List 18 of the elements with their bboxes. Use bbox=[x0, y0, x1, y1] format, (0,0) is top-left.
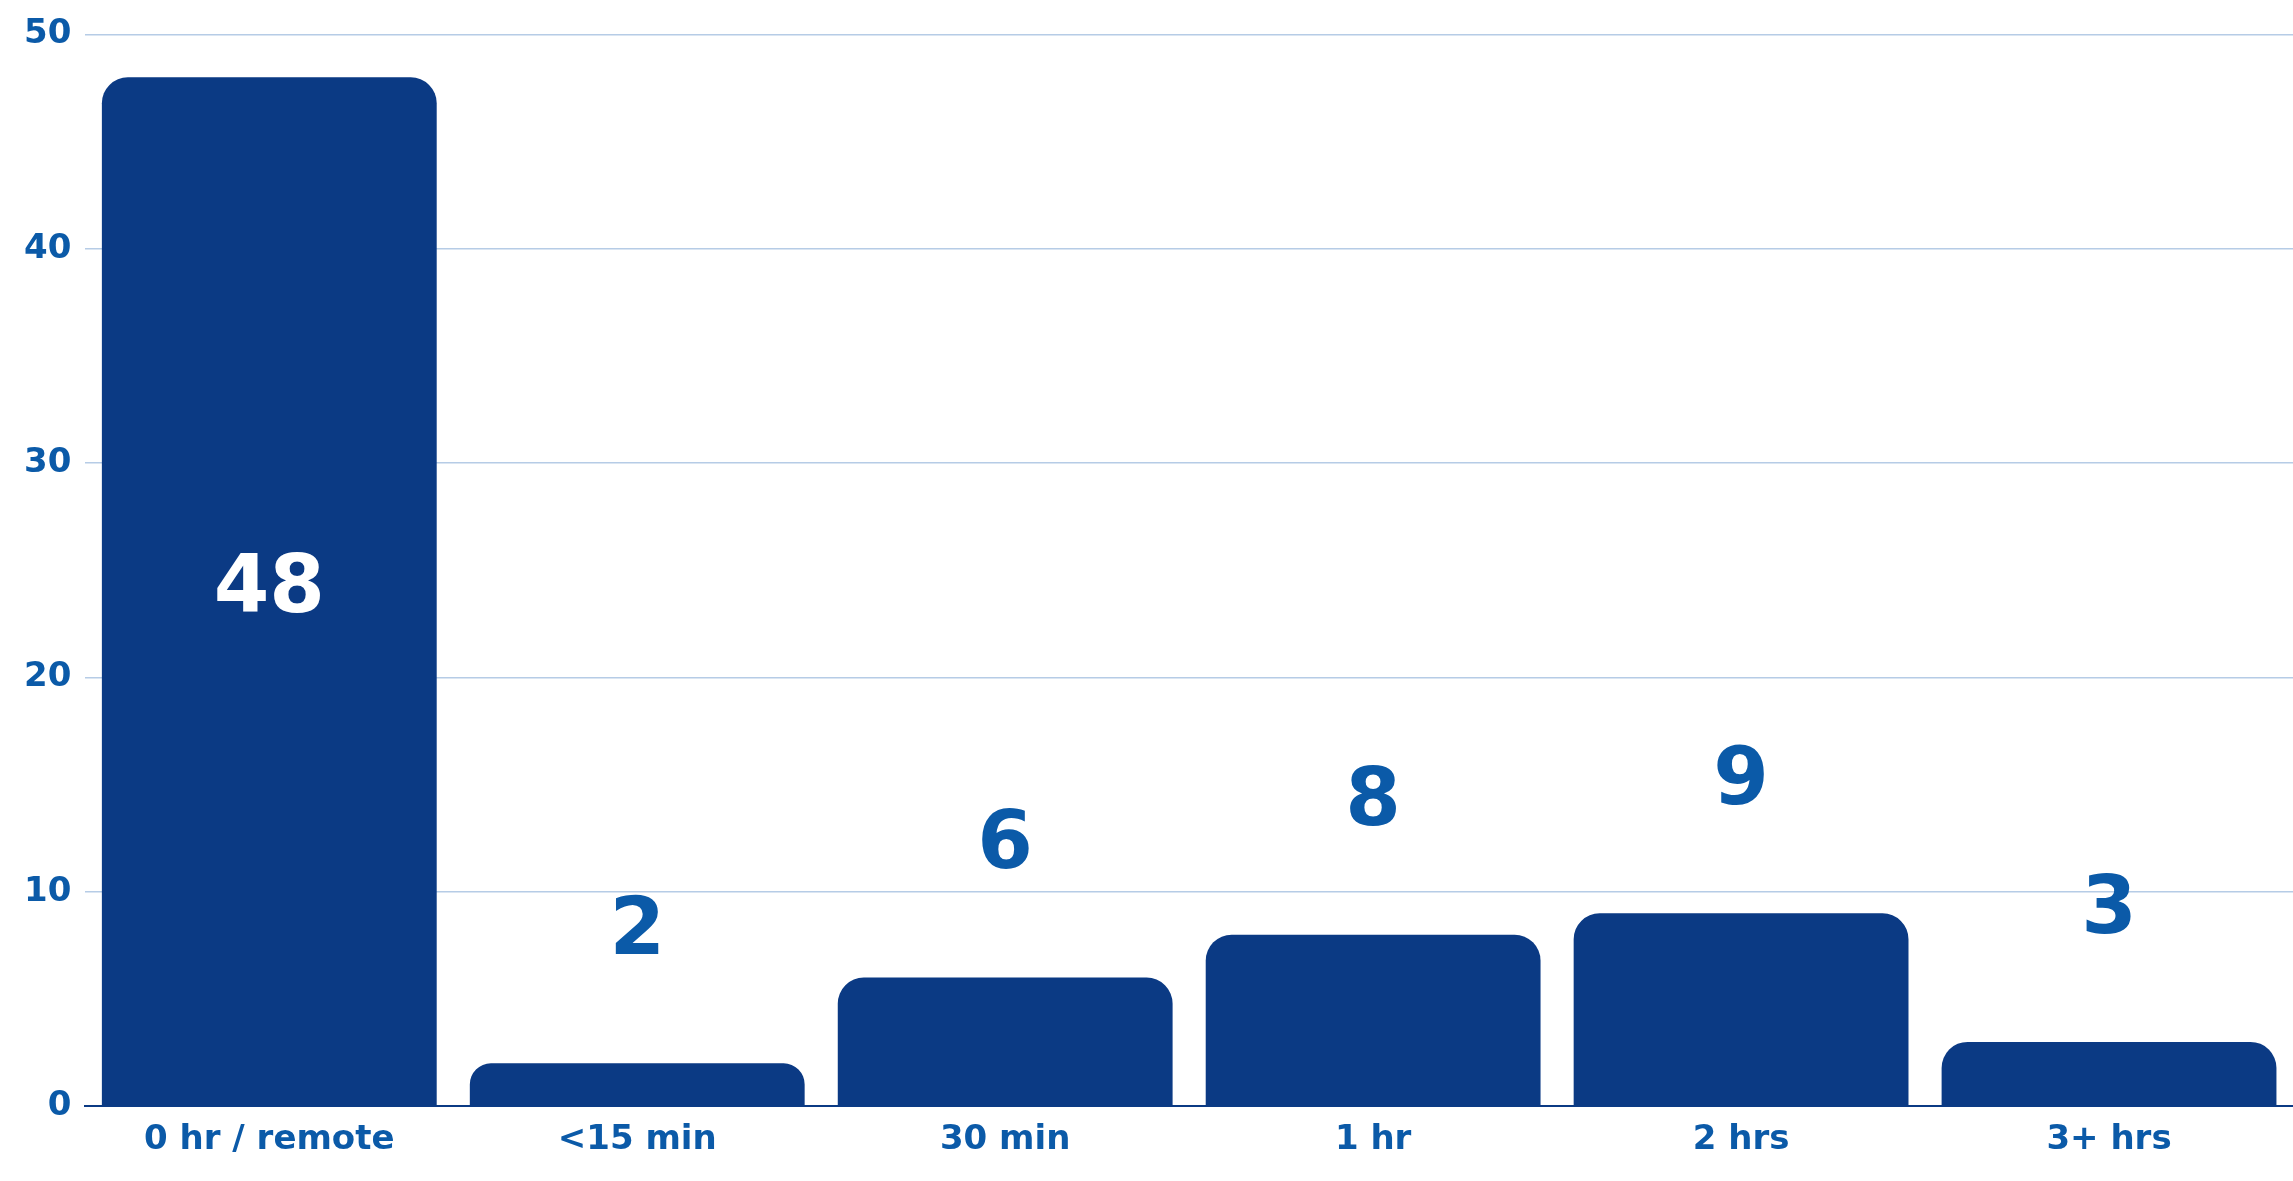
y-tick-label: 30 bbox=[23, 439, 72, 480]
x-tick-label: 3+ hrs bbox=[2046, 1117, 2172, 1158]
data-label: 6 bbox=[977, 794, 1034, 888]
x-tick-label: 1 hr bbox=[1334, 1117, 1412, 1158]
x-tick-label: <15 min bbox=[557, 1117, 717, 1158]
y-tick-label: 40 bbox=[23, 225, 72, 266]
x-tick-label: 30 min bbox=[939, 1117, 1071, 1158]
data-label: 2 bbox=[609, 880, 666, 974]
data-label: 48 bbox=[213, 538, 325, 632]
x-tick-label: 2 hrs bbox=[1692, 1117, 1790, 1158]
y-tick-label: 50 bbox=[23, 11, 72, 52]
y-tick-label: 0 bbox=[47, 1083, 72, 1124]
y-tick-label: 20 bbox=[23, 654, 72, 695]
data-label: 3 bbox=[2081, 858, 2137, 952]
data-label: 9 bbox=[1713, 730, 1769, 824]
data-label: 8 bbox=[1345, 751, 1401, 845]
y-tick-label: 10 bbox=[23, 868, 72, 909]
x-tick-label: 0 hr / remote bbox=[144, 1117, 395, 1158]
